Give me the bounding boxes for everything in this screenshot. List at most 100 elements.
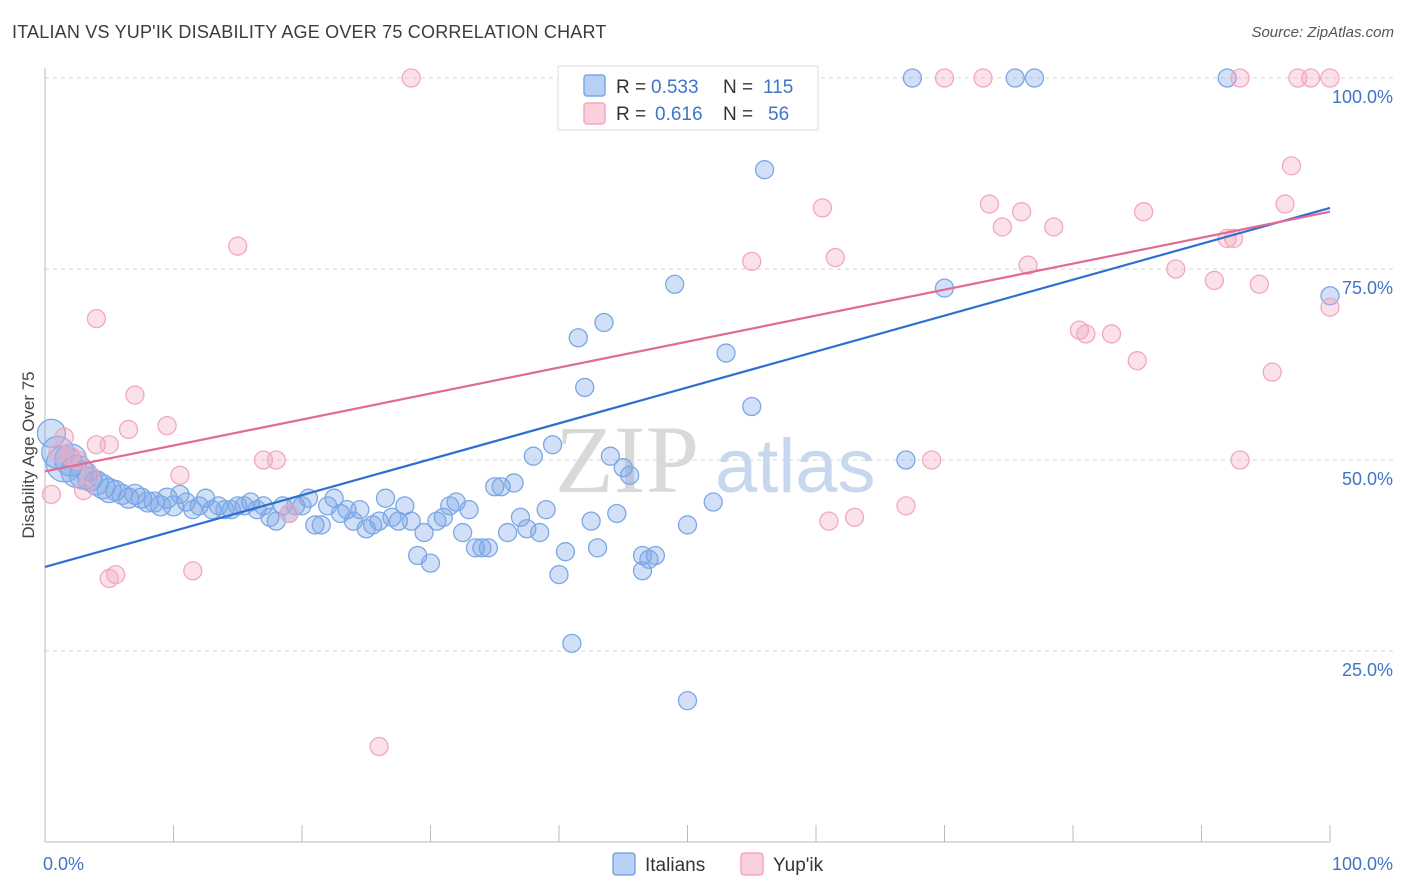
data-point	[504, 473, 524, 493]
data-point	[1044, 217, 1064, 237]
data-point	[130, 487, 153, 509]
data-point	[375, 488, 396, 508]
legend-n-label-italians: N =	[723, 77, 753, 98]
data-point	[1320, 68, 1340, 88]
data-point	[125, 385, 145, 405]
data-point	[1281, 156, 1302, 176]
data-point	[716, 343, 736, 363]
y-tick-label: 100.0%	[1332, 87, 1393, 107]
data-point	[266, 450, 286, 470]
data-point	[1018, 255, 1038, 275]
trendline-yupik	[44, 210, 1331, 473]
data-point	[934, 68, 955, 88]
bottom-legend-label-italians: Italians	[645, 855, 705, 876]
data-point	[124, 483, 146, 506]
legend-bottom: Italians Yup'ik	[612, 852, 824, 876]
data-point	[1249, 274, 1269, 294]
data-point	[228, 236, 248, 256]
data-point	[594, 312, 614, 333]
axes	[44, 68, 1331, 843]
data-point	[1011, 202, 1032, 222]
data-point	[979, 194, 1000, 214]
data-point	[1101, 324, 1122, 344]
data-point	[1320, 286, 1340, 306]
data-point	[677, 691, 698, 711]
data-point	[542, 435, 563, 455]
bottom-legend-label-yupik: Yup'ik	[773, 855, 824, 876]
data-point	[420, 553, 441, 573]
legend-swatch-italians	[583, 74, 606, 97]
legend-swatch-yupik	[583, 102, 606, 125]
data-point	[632, 561, 653, 581]
data-point	[536, 500, 556, 520]
data-point	[1076, 324, 1096, 344]
data-point	[1301, 68, 1321, 88]
data-point	[86, 309, 107, 329]
legend-n-value-yupik: 56	[768, 104, 789, 125]
data-point	[523, 446, 543, 466]
data-point	[1166, 259, 1186, 279]
data-point	[530, 522, 550, 543]
y-tick-label: 75.0%	[1342, 278, 1393, 298]
data-point	[311, 515, 331, 535]
legend-top: R = 0.533 N = 115 R = 0.616 N = 56	[557, 65, 819, 131]
data-point	[896, 496, 916, 516]
data-point	[170, 484, 190, 505]
data-point	[620, 465, 640, 485]
legend-n-label-yupik: N =	[723, 104, 753, 125]
data-point	[562, 633, 582, 654]
data-point	[677, 515, 698, 535]
data-point	[645, 545, 666, 566]
x-tick-label: 0.0%	[43, 854, 84, 874]
data-point	[754, 160, 775, 180]
data-point	[350, 500, 370, 520]
legend-r-label-yupik: R =	[616, 104, 646, 125]
data-point	[99, 435, 119, 455]
legend-n-value-italians: 115	[763, 77, 793, 98]
data-point	[742, 396, 762, 417]
y-tick-label: 25.0%	[1342, 660, 1393, 680]
data-point	[1275, 194, 1295, 214]
data-point	[812, 198, 833, 218]
data-point	[568, 328, 588, 348]
data-point	[1127, 351, 1147, 371]
data-point	[896, 450, 916, 470]
x-tick-label: 100.0%	[1332, 854, 1393, 874]
data-point	[819, 511, 839, 531]
data-point	[36, 418, 67, 448]
data-point	[587, 538, 608, 558]
data-point	[1230, 450, 1250, 470]
data-point	[157, 415, 177, 436]
data-point	[80, 465, 100, 485]
series-italians-points	[36, 68, 1340, 711]
data-point	[902, 68, 923, 88]
data-point	[1320, 297, 1340, 317]
legend-r-value-yupik: 0.616	[655, 104, 703, 125]
data-point	[485, 477, 505, 497]
watermark-atlas: atlas	[715, 424, 876, 509]
data-point	[844, 507, 865, 527]
chart-title: ITALIAN VS YUP'IK DISABILITY AGE OVER 75…	[12, 22, 607, 42]
data-point	[703, 492, 723, 512]
data-point	[1262, 362, 1282, 382]
source-label: Source: ZipAtlas.com	[1251, 24, 1394, 41]
data-point	[613, 457, 633, 478]
bottom-legend-swatch-italians	[612, 852, 636, 876]
bottom-legend-swatch-yupik	[740, 852, 764, 876]
data-point	[742, 251, 762, 272]
data-point	[992, 217, 1012, 237]
data-point	[1230, 68, 1250, 88]
data-point	[183, 561, 203, 581]
data-point	[973, 68, 993, 88]
data-point	[106, 564, 126, 585]
data-point	[170, 465, 190, 485]
data-point	[305, 515, 325, 535]
y-tick-label: 50.0%	[1342, 469, 1393, 489]
legend-r-value-italians: 0.533	[651, 77, 699, 98]
data-point	[279, 503, 299, 524]
data-point	[459, 500, 479, 520]
data-point	[369, 736, 389, 757]
data-point	[1005, 68, 1025, 88]
data-point	[825, 247, 845, 268]
